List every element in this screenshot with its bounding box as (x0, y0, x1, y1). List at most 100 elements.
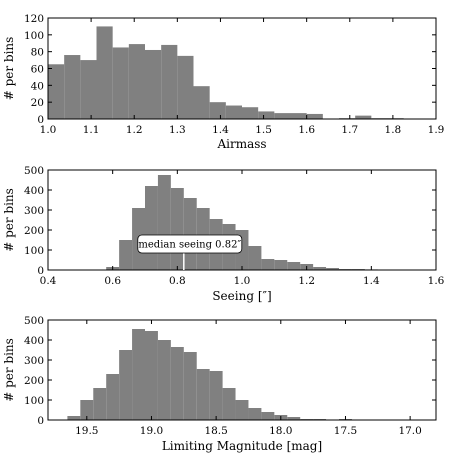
airmass-histogram-bar (161, 44, 178, 119)
limiting-magnitude-y-axis-label: # per bins (2, 338, 16, 402)
limiting-magnitude-y-tick-label: 500 (24, 315, 44, 327)
limiting-magnitude-histogram-bar (67, 416, 81, 420)
median-seeing-annotation-text: median seeing 0.82″ (138, 240, 241, 251)
airmass-y-tick-label: 120 (24, 13, 44, 25)
limiting-magnitude-histogram-bar (119, 350, 133, 420)
limiting-magnitude-histogram-bar (145, 331, 158, 420)
airmass-histogram-bar (225, 105, 242, 119)
limiting-magnitude-histogram-bar (196, 369, 210, 420)
airmass-histogram-bar (145, 49, 162, 120)
airmass-y-tick-label: 0 (37, 114, 44, 126)
limiting-magnitude-x-axis-label: Limiting Magnitude [mag] (162, 439, 322, 453)
airmass-x-tick-label: 1.5 (255, 124, 272, 136)
limiting-magnitude-y-tick-label: 400 (24, 335, 44, 347)
seeing-histogram-panel: 0.4 0.6 0.8 1.0 1.2 1.4 1.6 0 100 200 300 400 500 See… (2, 165, 445, 303)
seeing-y-tick-label: 300 (24, 205, 44, 217)
limiting-magnitude-y-tick-label: 300 (24, 355, 44, 367)
airmass-histogram-bar (290, 113, 307, 119)
airmass-histogram-bar (274, 113, 291, 119)
airmass-y-tick-label: 80 (31, 47, 44, 59)
limiting-magnitude-y-tick-label: 0 (37, 415, 44, 427)
seeing-histogram-bar (326, 268, 339, 270)
limiting-magnitude-x-tick-label: 18.5 (204, 425, 227, 437)
airmass-histogram-bar (80, 60, 97, 119)
seeing-y-axis-label: # per bins (2, 188, 16, 252)
limiting-magnitude-histogram-bar (183, 352, 197, 420)
airmass-x-tick-label: 1.7 (341, 124, 358, 136)
airmass-x-tick-label: 1.3 (169, 124, 186, 136)
seeing-x-tick-label: 1.2 (298, 275, 315, 287)
limiting-magnitude-histogram-bar (80, 400, 94, 420)
airmass-x-tick-label: 1.9 (428, 124, 445, 136)
airmass-histogram-bar (96, 26, 113, 120)
airmass-x-tick-label: 1.8 (385, 124, 402, 136)
airmass-y-tick-label: 20 (31, 97, 44, 109)
limiting-magnitude-x-tick-label: 17.0 (398, 425, 421, 437)
seeing-histogram-bar (274, 260, 288, 270)
airmass-y-tick-label: 60 (31, 64, 44, 76)
limiting-magnitude-x-tick-label: 17.5 (334, 425, 357, 437)
limiting-magnitude-histogram-bar (132, 329, 145, 420)
seeing-x-tick-label: 1.0 (234, 275, 251, 287)
airmass-x-tick-label: 1.4 (212, 124, 229, 136)
airmass-y-tick-label: 40 (31, 80, 44, 92)
limiting-magnitude-histogram-bar (287, 417, 301, 420)
airmass-histogram-bar (306, 113, 323, 119)
seeing-y-tick-label: 100 (24, 245, 44, 257)
seeing-x-tick-label: 1.6 (428, 275, 445, 287)
seeing-histogram-bar (119, 240, 133, 270)
seeing-histogram-bar (287, 262, 301, 270)
limiting-magnitude-axes-frame (47, 319, 437, 421)
seeing-x-axis-label: Seeing [″] (212, 289, 271, 303)
seeing-histogram-bar (183, 198, 197, 270)
airmass-histogram-bar (242, 107, 259, 119)
limiting-magnitude-histogram-bar (248, 408, 262, 420)
seeing-histogram-bar (157, 175, 171, 270)
seeing-histogram-bar (313, 267, 327, 270)
limiting-magnitude-histogram-bar (222, 388, 236, 420)
seeing-histogram-bar (261, 259, 275, 270)
limiting-magnitude-y-tick-label: 100 (24, 395, 44, 407)
airmass-x-tick-label: 1.6 (298, 124, 315, 136)
seeing-y-tick-label: 200 (24, 225, 44, 237)
seeing-histogram-bar (170, 188, 184, 270)
airmass-x-tick-label: 1.1 (83, 124, 100, 136)
limiting-magnitude-histogram-panel: 19.5 19.0 18.5 18.0 17.5 17.0 0 100 200 300 400 500… (2, 315, 437, 453)
limiting-magnitude-x-tick-label: 19.5 (75, 425, 98, 437)
seeing-y-tick-label: 500 (24, 165, 44, 177)
airmass-histogram-bar (177, 55, 194, 120)
airmass-y-tick-label: 100 (24, 30, 44, 42)
airmass-histogram-bar (112, 47, 129, 119)
airmass-x-axis-label: Airmass (216, 137, 266, 151)
seeing-y-tick-label: 0 (37, 265, 44, 277)
limiting-magnitude-x-tick-label: 19.0 (140, 425, 163, 437)
airmass-histogram-bar (64, 55, 81, 119)
median-seeing-annotation-box (137, 234, 243, 254)
limiting-magnitude-histogram-bar (157, 340, 171, 420)
airmass-histogram-bar (258, 111, 275, 119)
airmass-histogram-panel: 1.0 1.1 1.2 1.3 1.4 1.5 1.6 1.7 1.8 1.9 0 20 40 60 80 1… (2, 13, 444, 151)
airmass-histogram-bar (48, 64, 65, 119)
airmass-x-tick-label: 1.0 (40, 124, 57, 136)
limiting-magnitude-histogram-bar (209, 371, 223, 420)
limiting-magnitude-x-tick-label: 18.0 (269, 425, 292, 437)
airmass-histogram-bar (128, 44, 145, 120)
seeing-x-tick-label: 0.4 (40, 275, 57, 287)
seeing-x-tick-label: 0.8 (169, 275, 186, 287)
airmass-histogram-bar (355, 115, 372, 119)
limiting-magnitude-y-tick-label: 200 (24, 375, 44, 387)
limiting-magnitude-histogram-bar (235, 400, 249, 420)
seeing-x-tick-label: 1.4 (363, 275, 380, 287)
seeing-y-tick-label: 400 (24, 185, 44, 197)
airmass-histogram-bar (209, 102, 226, 119)
limiting-magnitude-histogram-bar (261, 412, 275, 420)
airmass-y-axis-label: # per bins (2, 37, 16, 101)
seeing-histogram-bar (145, 186, 158, 270)
limiting-magnitude-histogram-bar (170, 347, 184, 420)
airmass-x-tick-label: 1.2 (126, 124, 143, 136)
limiting-magnitude-histogram-bar (106, 374, 120, 420)
seeing-x-tick-label: 0.6 (104, 275, 121, 287)
seeing-histogram-bar (248, 246, 262, 270)
limiting-magnitude-histogram-bar (93, 388, 107, 420)
